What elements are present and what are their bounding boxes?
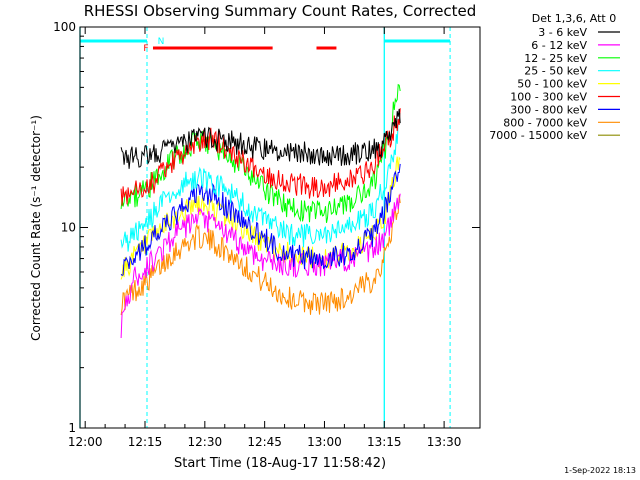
series-line bbox=[120, 193, 401, 339]
legend-label: 800 - 7000 keV bbox=[503, 116, 587, 129]
legend-label: 25 - 50 keV bbox=[524, 65, 587, 78]
x-tick-label: 13:00 bbox=[307, 435, 342, 449]
chart-title: RHESSI Observing Summary Count Rates, Co… bbox=[84, 2, 477, 20]
legend-label: 3 - 6 keV bbox=[538, 26, 587, 39]
footer-date: 1-Sep-2022 18:13 bbox=[564, 466, 636, 475]
x-axis-label: Start Time (18-Aug-17 11:58:42) bbox=[174, 456, 386, 471]
x-tick-label: 12:30 bbox=[188, 435, 223, 449]
y-axis-label: Corrected Count Rate (s⁻¹ detector⁻¹) bbox=[29, 115, 43, 341]
series-line bbox=[120, 108, 401, 169]
x-axis: 12:00 12:15 12:30 12:45 13:00 13:15 13:30 bbox=[68, 27, 462, 449]
y-tick-label: 100 bbox=[53, 20, 76, 34]
x-tick-label: 12:45 bbox=[247, 435, 282, 449]
legend-label: 7000 - 15000 keV bbox=[489, 129, 587, 142]
x-tick-label: 12:00 bbox=[68, 435, 103, 449]
series-line bbox=[120, 113, 401, 252]
legend-label: 6 - 12 keV bbox=[531, 39, 587, 52]
legend-header: Det 1,3,6, Att 0 bbox=[532, 12, 616, 25]
y-tick-label: 1 bbox=[68, 421, 76, 435]
series-line bbox=[120, 156, 401, 280]
y-axis: 1 10 100 bbox=[53, 20, 480, 435]
legend-label: 50 - 100 keV bbox=[517, 78, 587, 91]
series-line bbox=[120, 83, 401, 223]
series-lines bbox=[120, 83, 401, 339]
x-tick-label: 12:15 bbox=[128, 435, 163, 449]
x-tick-label: 13:30 bbox=[427, 435, 462, 449]
legend-label: 12 - 25 keV bbox=[524, 52, 587, 65]
legend-label: 300 - 800 keV bbox=[510, 103, 587, 116]
night-marker-label: N bbox=[158, 37, 165, 47]
legend-label: 100 - 300 keV bbox=[510, 91, 587, 104]
y-tick-label: 10 bbox=[61, 221, 76, 235]
flare-marker-label: F bbox=[143, 44, 148, 54]
series-line bbox=[120, 163, 401, 277]
x-tick-label: 13:15 bbox=[367, 435, 402, 449]
series-line bbox=[120, 108, 401, 206]
series-line bbox=[120, 194, 401, 316]
